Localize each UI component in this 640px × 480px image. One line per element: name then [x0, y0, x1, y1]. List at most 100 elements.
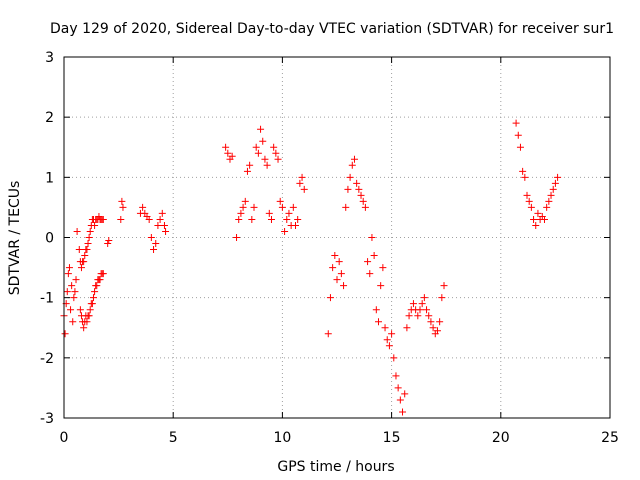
data-point	[425, 312, 433, 320]
data-point	[71, 288, 79, 296]
data-point	[237, 209, 245, 217]
data-point	[361, 203, 369, 211]
data-point	[377, 282, 385, 290]
data-point	[105, 237, 113, 245]
data-point	[69, 318, 77, 326]
y-tick-label: 2	[45, 110, 54, 126]
data-point	[331, 252, 339, 260]
data-point	[158, 209, 166, 217]
data-point	[540, 215, 548, 223]
data-point	[372, 306, 380, 314]
data-point	[283, 215, 291, 223]
data-point	[530, 215, 538, 223]
data-point	[390, 354, 398, 362]
data-point	[359, 197, 367, 205]
data-point	[289, 203, 297, 211]
data-point	[381, 324, 389, 332]
data-point	[420, 294, 428, 302]
data-point	[396, 396, 404, 404]
data-point	[85, 312, 93, 320]
data-point	[525, 197, 533, 205]
data-point	[281, 227, 289, 235]
data-point	[521, 173, 529, 181]
y-tick-label: 3	[45, 50, 54, 66]
data-point	[427, 318, 435, 326]
data-point	[239, 203, 247, 211]
data-point	[374, 318, 382, 326]
y-tick-label: -2	[40, 351, 54, 367]
data-point	[139, 203, 147, 211]
data-point	[73, 227, 81, 235]
data-point	[83, 246, 91, 254]
data-point	[329, 264, 337, 272]
axis-ticks	[63, 56, 611, 419]
data-point	[337, 270, 345, 278]
data-point	[368, 234, 376, 241]
data-point	[276, 197, 284, 205]
data-point	[250, 203, 258, 211]
x-tick-label: 15	[383, 430, 401, 446]
data-point	[270, 143, 278, 151]
data-point	[70, 294, 78, 302]
y-tick-label: -1	[40, 291, 54, 307]
data-point	[436, 318, 444, 326]
data-point	[80, 324, 88, 332]
data-point	[117, 215, 125, 223]
y-tick-label: -3	[40, 411, 54, 427]
data-point	[265, 209, 273, 217]
data-point	[243, 167, 251, 175]
data-point	[392, 372, 400, 380]
data-point	[414, 312, 422, 320]
data-point	[326, 294, 334, 302]
data-point	[298, 173, 306, 181]
data-point	[152, 240, 160, 248]
data-point	[272, 149, 280, 157]
data-point	[145, 215, 153, 223]
data-point	[409, 300, 417, 308]
data-point	[527, 203, 535, 211]
data-point	[160, 221, 168, 229]
data-point	[551, 179, 559, 187]
data-point	[235, 215, 243, 223]
data-point	[379, 264, 387, 272]
data-point	[84, 240, 92, 248]
data-point	[64, 270, 72, 278]
x-tick-labels: 0 5 10 15 20 25	[60, 430, 619, 446]
data-point	[512, 119, 520, 127]
data-point	[86, 306, 94, 314]
data-point	[233, 234, 241, 241]
data-point	[534, 209, 542, 217]
data-point	[440, 282, 448, 290]
data-point	[300, 185, 308, 193]
data-point	[348, 161, 356, 169]
data-point	[292, 221, 300, 229]
data-point	[353, 179, 361, 187]
x-axis-label: GPS time / hours	[277, 459, 394, 475]
data-point	[267, 215, 275, 223]
chart-title: Day 129 of 2020, Sidereal Day-to-day VTE…	[50, 21, 614, 37]
data-point	[67, 306, 75, 314]
data-point	[342, 203, 350, 211]
data-point	[147, 234, 155, 241]
data-point	[278, 203, 286, 211]
data-point	[366, 270, 374, 278]
x-tick-label: 25	[601, 430, 619, 446]
data-point	[86, 227, 94, 235]
data-point	[423, 306, 431, 314]
data-point	[222, 143, 230, 151]
x-tick-label: 0	[60, 430, 69, 446]
data-point	[246, 161, 254, 169]
data-point	[118, 197, 126, 205]
data-point	[388, 330, 396, 338]
y-tick-label: 0	[45, 231, 54, 247]
data-point	[75, 246, 83, 254]
data-point	[91, 221, 99, 229]
data-point	[383, 336, 391, 344]
data-point	[274, 155, 282, 163]
data-point	[65, 264, 73, 272]
data-points	[60, 119, 562, 416]
data-point	[543, 203, 551, 211]
data-point	[252, 143, 260, 151]
data-point	[350, 155, 358, 163]
data-point	[259, 137, 267, 145]
